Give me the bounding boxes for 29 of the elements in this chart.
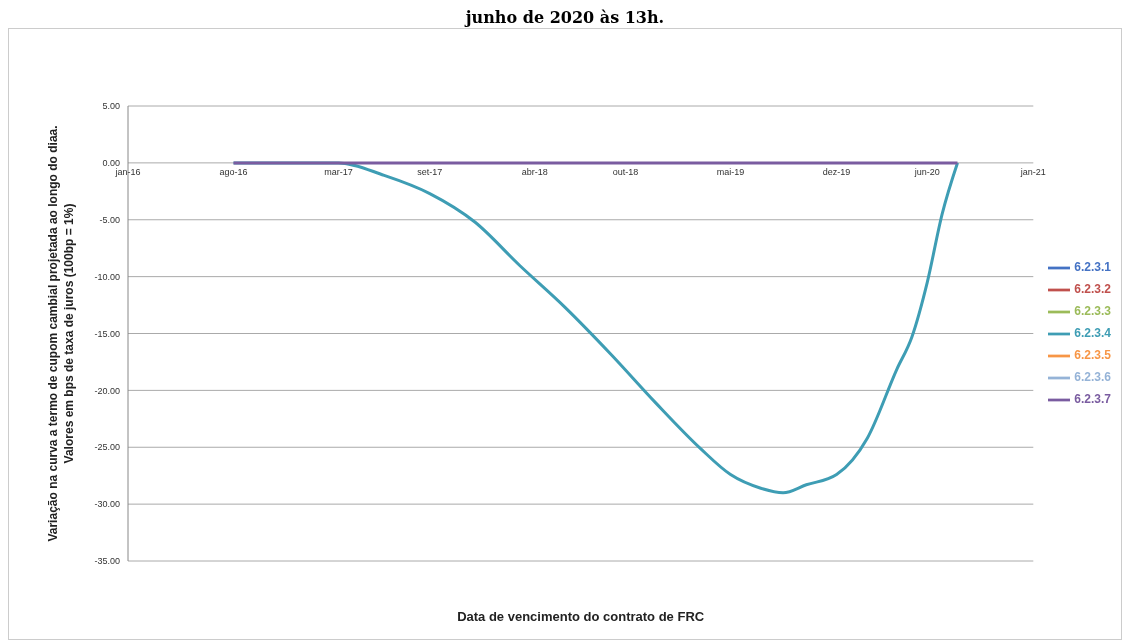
legend-label: 6.2.3.5 <box>1074 348 1111 363</box>
y-tick-label: 0.00 <box>102 158 120 169</box>
y-tick-label: -35.00 <box>94 556 120 567</box>
y-tick-label: 5.00 <box>102 101 120 112</box>
legend-label: 6.2.3.4 <box>1074 326 1111 341</box>
x-tick-label: jun-20 <box>913 167 940 178</box>
x-tick-label: jan-16 <box>114 167 141 178</box>
legend-label: 6.2.3.6 <box>1074 370 1111 385</box>
x-tick-label: out-18 <box>612 167 639 178</box>
y-tick-label: -15.00 <box>94 328 120 339</box>
y-tick-label: -5.00 <box>99 214 120 225</box>
x-tick-label: mai-19 <box>716 167 745 178</box>
x-tick-label: jan-21 <box>1019 167 1046 178</box>
chart-title: junho de 2020 às 13h. <box>463 8 666 28</box>
y-tick-label: -30.00 <box>94 499 120 510</box>
x-tick-label: ago-16 <box>219 167 248 178</box>
x-tick-label: abr-18 <box>521 167 548 178</box>
x-tick-label: set-17 <box>417 167 443 178</box>
x-tick-label: dez-19 <box>822 167 851 178</box>
y-tick-label: -10.00 <box>94 271 120 282</box>
legend-label: 6.2.3.1 <box>1074 260 1111 275</box>
legend-label: 6.2.3.3 <box>1074 304 1111 319</box>
y-tick-label: -20.00 <box>94 385 120 396</box>
y-axis-title: Variação na curva a termo de cupom cambial projetada ao longo do diaa. Valores em bps de taxa de juros (100bp = 1%) <box>46 125 76 542</box>
y-tick-label: -25.00 <box>94 442 120 453</box>
x-axis-title: Data de vencimento do contrato de FRC <box>457 609 705 624</box>
legend-label: 6.2.3.7 <box>1074 392 1111 407</box>
x-tick-label: mar-17 <box>324 167 353 178</box>
legend-label: 6.2.3.2 <box>1074 282 1111 297</box>
